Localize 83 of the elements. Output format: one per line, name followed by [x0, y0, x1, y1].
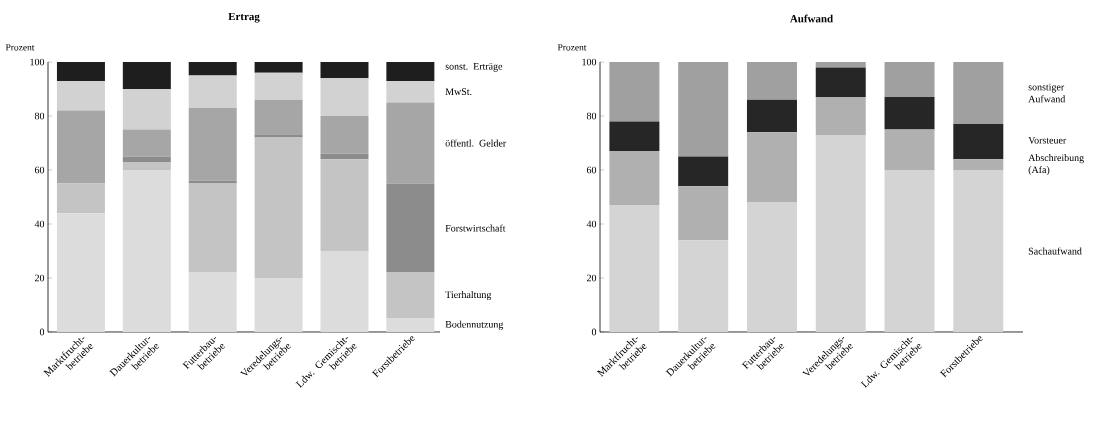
bar	[56, 61, 105, 81]
bar	[815, 97, 866, 135]
bar	[320, 250, 369, 332]
bar	[188, 272, 237, 332]
bar	[188, 107, 237, 181]
series-label: öffentl. Gelder	[445, 139, 507, 147]
bar	[386, 183, 435, 273]
bar	[609, 151, 660, 206]
bar	[254, 61, 303, 73]
bar	[188, 183, 237, 273]
bar	[122, 156, 171, 162]
bar	[320, 78, 369, 116]
y-tick-label: 60	[34, 166, 45, 174]
bar	[678, 240, 729, 332]
text: sonstiger Aufwand	[1028, 83, 1066, 103]
bar	[953, 169, 1004, 332]
series-label: MwSt.	[445, 88, 472, 96]
chart-title: Ertrag	[228, 12, 260, 23]
series-label: sonst. Erträge	[445, 63, 503, 72]
y-tick-label: 0	[39, 328, 45, 336]
y-tick-label: 80	[586, 112, 597, 120]
bar	[386, 80, 435, 103]
series-label: Forstwirtschaft	[445, 224, 506, 232]
bar	[56, 213, 105, 332]
bar	[678, 156, 729, 187]
bar	[122, 161, 171, 170]
bar	[609, 121, 660, 152]
bar	[122, 61, 171, 89]
bar	[884, 169, 935, 332]
bar	[56, 183, 105, 214]
bar	[884, 61, 935, 98]
y-tick-label: 80	[34, 112, 45, 120]
bar	[122, 169, 171, 332]
bar	[746, 61, 797, 100]
bar	[746, 99, 797, 133]
bar	[122, 129, 171, 157]
bar	[254, 72, 303, 100]
bar	[884, 97, 935, 130]
bar	[122, 88, 171, 130]
bar	[56, 110, 105, 184]
bar	[678, 61, 729, 157]
y-tick-label: 60	[586, 166, 597, 174]
bar	[815, 61, 866, 68]
bar	[953, 124, 1004, 160]
bar	[884, 129, 935, 170]
series-label: Bodennutzung	[445, 320, 504, 330]
bar	[320, 61, 369, 79]
series-label: Tierhaltung	[445, 291, 492, 301]
bar	[609, 61, 660, 122]
y-tick-label: 100	[582, 58, 597, 66]
text: Abschreibung (Afa)	[1028, 154, 1084, 176]
bar	[386, 61, 435, 81]
y-axis-title: Prozent	[557, 44, 587, 51]
bar	[254, 99, 303, 135]
bar	[815, 134, 866, 332]
bar	[188, 61, 237, 76]
bar	[678, 186, 729, 241]
bar	[320, 159, 369, 251]
bar	[746, 202, 797, 332]
bar	[815, 67, 866, 98]
bar	[609, 205, 660, 332]
y-tick-label: 20	[34, 274, 45, 282]
text: Vorsteuer	[1028, 136, 1067, 144]
y-tick-label: 40	[34, 220, 45, 228]
bar	[320, 153, 369, 160]
y-tick-label: 40	[586, 220, 597, 228]
bar	[953, 159, 1004, 170]
bar	[386, 272, 435, 319]
bar	[386, 318, 435, 332]
y-axis-title: Prozent	[5, 44, 35, 51]
bar	[746, 132, 797, 203]
chart-title: Aufwand	[790, 14, 833, 23]
y-tick-label: 100	[30, 58, 45, 66]
bar	[320, 115, 369, 154]
text: Sachaufwand	[1028, 247, 1082, 255]
bar	[56, 80, 105, 111]
bar	[254, 137, 303, 278]
bar	[953, 61, 1004, 125]
y-tick-label: 20	[586, 274, 597, 282]
y-tick-label: 0	[591, 328, 597, 336]
bar	[254, 277, 303, 332]
bar	[386, 102, 435, 184]
bar	[188, 75, 237, 108]
